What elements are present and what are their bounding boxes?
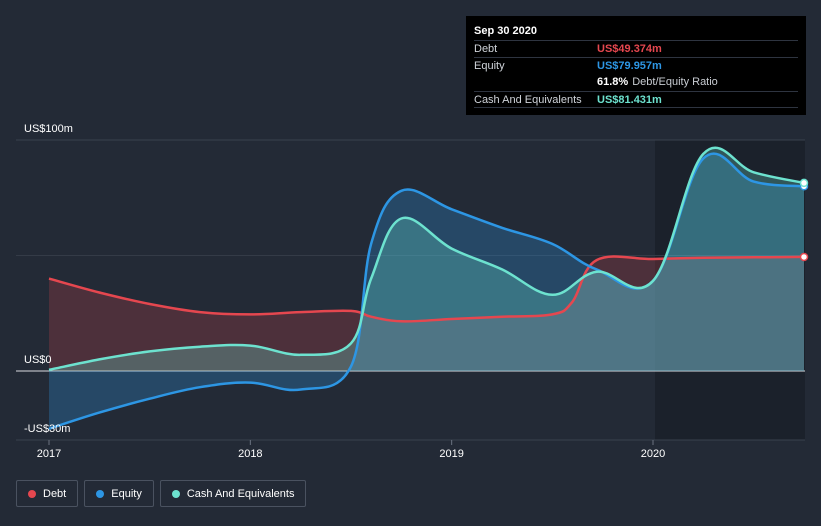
tooltip-equity-label: Equity (474, 60, 505, 72)
x-axis-labels: 2017 2018 2019 2020 (37, 448, 665, 460)
legend-item-cash[interactable]: Cash And Equivalents (159, 480, 307, 507)
series-areas (49, 147, 804, 429)
tooltip-ratio-value: 61.8% (597, 76, 629, 88)
tooltip-ratio-label: Debt/Equity Ratio (632, 76, 718, 88)
equity-dot-icon (96, 489, 105, 498)
chart-legend: Debt Equity Cash And Equivalents (16, 480, 307, 507)
legend-item-debt[interactable]: Debt (16, 480, 79, 507)
endpoint-debt (799, 252, 809, 262)
tooltip-panel: Sep 30 2020 Debt US$49.374m Equity US$79… (466, 16, 806, 115)
legend-item-equity[interactable]: Equity (84, 480, 154, 507)
tooltip-cash-label: Cash And Equivalents (474, 94, 582, 106)
cash-dot-icon (171, 489, 180, 498)
tooltip-equity-value: US$79.957m (597, 60, 662, 72)
series-lines (48, 146, 805, 430)
tooltip-date: Sep 30 2020 (474, 25, 537, 37)
tooltip-cash-value: US$81.431m (597, 94, 662, 106)
line-cash-and-equivalents (48, 146, 805, 372)
series-endpoints (799, 178, 809, 262)
area-cash-and-equivalents (49, 147, 804, 371)
y-tick-label: US$0 (24, 354, 52, 366)
x-tick-label-2017: 2017 (37, 448, 61, 460)
tooltip-debt-label: Debt (474, 43, 498, 55)
legend-label-debt: Debt (43, 487, 67, 500)
line-debt (48, 255, 805, 323)
area-equity (49, 153, 804, 429)
y-axis-labels: US$100m US$0 -US$30m (24, 123, 73, 435)
area-debt (49, 256, 804, 371)
grid-lines (16, 139, 805, 445)
x-tick-label-2018: 2018 (238, 448, 262, 460)
y-tick-label: -US$30m (24, 423, 70, 435)
x-tick-label-2020: 2020 (641, 448, 665, 460)
y-tick-label: US$100m (24, 123, 73, 135)
endpoint-cash-and-equivalents (799, 178, 809, 188)
tooltip-debt-value: US$49.374m (597, 43, 662, 55)
debt-dot-icon (28, 489, 36, 498)
legend-label-cash: Cash And Equivalents (186, 487, 295, 500)
plot-shade (655, 140, 805, 440)
x-tick-label-2019: 2019 (439, 448, 463, 460)
legend-label-equity: Equity (111, 487, 142, 500)
